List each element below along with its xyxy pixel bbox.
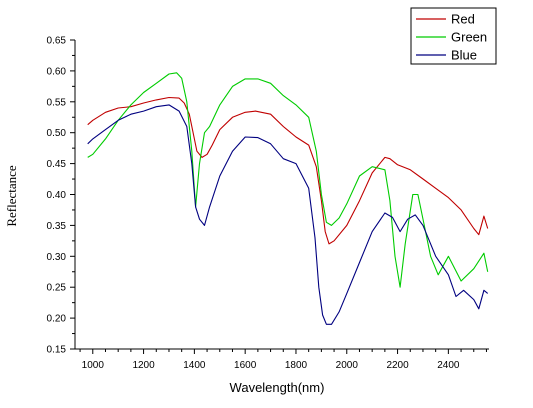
y-tick-label: 0.15 (47, 345, 67, 356)
x-tick-label: 1800 (285, 360, 308, 371)
legend: Red Green Blue (410, 7, 497, 65)
axes (74, 40, 489, 350)
series-line-red (87, 96, 489, 245)
y-tick-label: 0.65 (47, 36, 67, 47)
y-tick-label: 0.55 (47, 97, 67, 108)
series-lines (87, 72, 489, 325)
y-tick-label: 0.30 (47, 252, 67, 263)
y-axis-title: Reflectance (4, 165, 19, 227)
x-axis-title: Wavelength(nm) (230, 380, 325, 395)
x-tick-label: 1600 (234, 360, 257, 371)
x-axis-ticks: 1000 1200 1400 1600 1800 2000 2200 2400 (79, 349, 487, 371)
y-axis-ticks: 0.15 0.20 0.25 0.30 0.35 0.40 0.45 0.50 0.55 0.60… (47, 36, 75, 356)
y-tick-label: 0.40 (47, 190, 67, 201)
x-tick-label: 1200 (132, 360, 155, 371)
y-tick-label: 0.25 (47, 283, 67, 294)
y-tick-label: 0.45 (47, 159, 67, 170)
series-line-blue (87, 104, 489, 325)
y-tick-label: 0.20 (47, 314, 67, 325)
x-tick-label: 1000 (82, 360, 105, 371)
y-tick-label: 0.35 (47, 221, 67, 232)
legend-label-blue: Blue (451, 48, 477, 63)
x-tick-label: 1400 (183, 360, 206, 371)
x-tick-label: 2200 (386, 360, 409, 371)
legend-label-red: Red (451, 12, 475, 27)
y-tick-label: 0.60 (47, 66, 67, 77)
x-tick-label: 2400 (437, 360, 460, 371)
legend-label-green: Green (451, 30, 487, 45)
y-tick-label: 0.50 (47, 128, 67, 139)
series-line-green (87, 72, 489, 288)
x-tick-label: 2000 (336, 360, 359, 371)
